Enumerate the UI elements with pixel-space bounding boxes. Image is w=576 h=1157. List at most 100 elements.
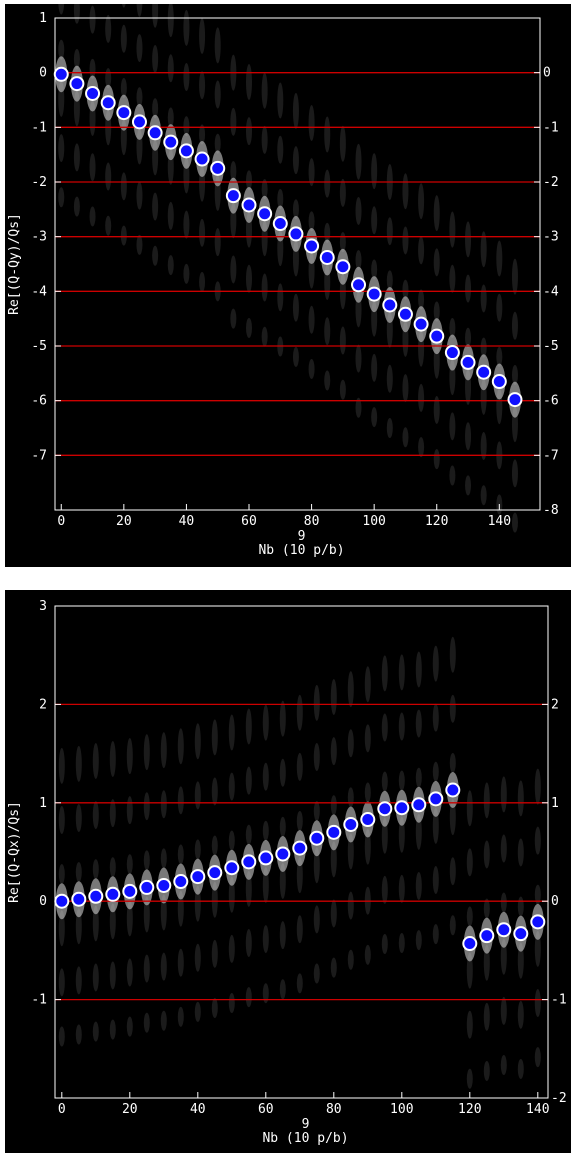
spectrum-trace: [292, 199, 299, 220]
data-point: [462, 936, 478, 952]
spectrum-trace: [261, 179, 268, 200]
spectrum-trace: [398, 933, 405, 954]
spectrum-trace: [418, 383, 425, 412]
data-point: [258, 850, 274, 866]
spectrum-trace: [194, 885, 201, 922]
spectrum-trace: [109, 857, 116, 878]
spectrum-trace: [122, 4, 126, 8]
y-tick-label-left: 0: [39, 894, 47, 909]
spectrum-trace: [339, 178, 346, 207]
spectrum-trace: [262, 820, 269, 841]
spectrum-trace: [381, 655, 388, 692]
spectrum-trace: [398, 816, 405, 853]
spectrum-trace: [160, 790, 167, 819]
spectrum-trace: [277, 283, 284, 312]
data-point: [210, 160, 226, 176]
spectrum-trace: [246, 63, 252, 100]
spectrum-trace: [339, 125, 346, 162]
y-tick-label-right: 2: [551, 697, 559, 712]
spectrum-trace: [152, 192, 159, 221]
spectrum-trace: [136, 234, 143, 255]
spectrum-trace: [279, 863, 286, 900]
spectrum-trace: [126, 1016, 133, 1037]
data-point: [292, 840, 308, 856]
plot-frame: [54, 605, 549, 1099]
spectrum-trace: [230, 255, 237, 284]
spectrum-trace: [415, 767, 422, 788]
spectrum-trace: [466, 906, 473, 927]
spectrum-trace: [339, 326, 346, 355]
data-point: [257, 206, 273, 222]
spectrum-trace: [89, 153, 96, 182]
spectrum-trace: [330, 841, 337, 878]
spectrum-trace: [433, 301, 440, 322]
spectrum-trace: [500, 776, 507, 813]
spectrum-trace: [324, 116, 331, 153]
spectrum-trace: [183, 9, 190, 46]
spectrum-trace: [480, 432, 487, 461]
spectrum-trace: [246, 117, 252, 146]
spectrum-trace: [279, 700, 286, 737]
spectrum-trace: [465, 274, 472, 303]
spectrum-trace: [167, 255, 174, 276]
spectrum-trace: [465, 422, 472, 451]
spectrum-trace: [177, 728, 184, 765]
data-point: [445, 782, 461, 798]
data-point: [207, 865, 223, 881]
spectrum-trace: [330, 957, 337, 978]
spectrum-trace: [177, 786, 184, 815]
spectrum-trace: [92, 742, 99, 779]
spectrum-trace: [534, 989, 541, 1018]
spectrum-trace: [313, 963, 320, 984]
spectrum-trace: [511, 459, 518, 488]
spectrum-trace: [262, 704, 269, 741]
spectrum-trace: [246, 170, 252, 191]
x-tick-label: 20: [116, 514, 132, 529]
spectrum-trace: [75, 745, 82, 782]
spectrum-trace: [58, 806, 65, 835]
spectrum-trace: [433, 449, 440, 470]
data-point: [479, 928, 495, 944]
spectrum-trace: [449, 465, 456, 486]
spectrum-trace: [228, 772, 235, 801]
data-point: [163, 134, 179, 150]
y-tick-label-right: -2: [551, 1091, 567, 1106]
spectrum-trace: [483, 840, 490, 869]
spectrum-trace: [483, 782, 490, 819]
spectrum-trace: [89, 206, 96, 227]
spectrum-trace: [126, 738, 133, 775]
spectrum-trace: [177, 844, 184, 865]
spectrum-trace: [511, 311, 518, 340]
spectrum-trace: [432, 807, 439, 844]
data-point: [476, 364, 492, 380]
y-tick-label-left: -1: [31, 993, 47, 1008]
spectrum-trace: [58, 968, 65, 997]
spectrum-trace: [126, 900, 133, 937]
spectrum-trace: [511, 364, 518, 385]
x-tick-label: 40: [190, 1102, 206, 1117]
spectrum-trace: [143, 954, 150, 983]
spectrum-trace: [109, 961, 116, 990]
spectrum-trace: [313, 847, 320, 884]
spectrum-trace: [211, 881, 218, 918]
spectrum-trace: [279, 816, 286, 837]
spectrum-trace: [364, 944, 371, 965]
spectrum-traces: [55, 636, 544, 1089]
spectrum-trace: [415, 930, 422, 951]
spectrum-trace: [120, 172, 127, 201]
spectrum-trace: [136, 4, 143, 17]
spectrum-trace: [199, 124, 206, 145]
spectrum-trace: [386, 364, 393, 393]
spectrum-trace: [449, 317, 456, 338]
spectrum-trace: [194, 1001, 201, 1022]
spectrum-trace: [480, 284, 487, 313]
spectrum-trace: [465, 475, 472, 496]
spectrum-trace: [465, 221, 472, 258]
spectrum-trace: [324, 169, 331, 198]
spectrum-trace: [262, 866, 269, 903]
spectrum-trace: [534, 768, 541, 805]
spectrum-trace: [126, 958, 133, 987]
data-point: [85, 85, 101, 101]
spectrum-trace: [418, 289, 425, 310]
spectrum-trace: [228, 934, 235, 963]
